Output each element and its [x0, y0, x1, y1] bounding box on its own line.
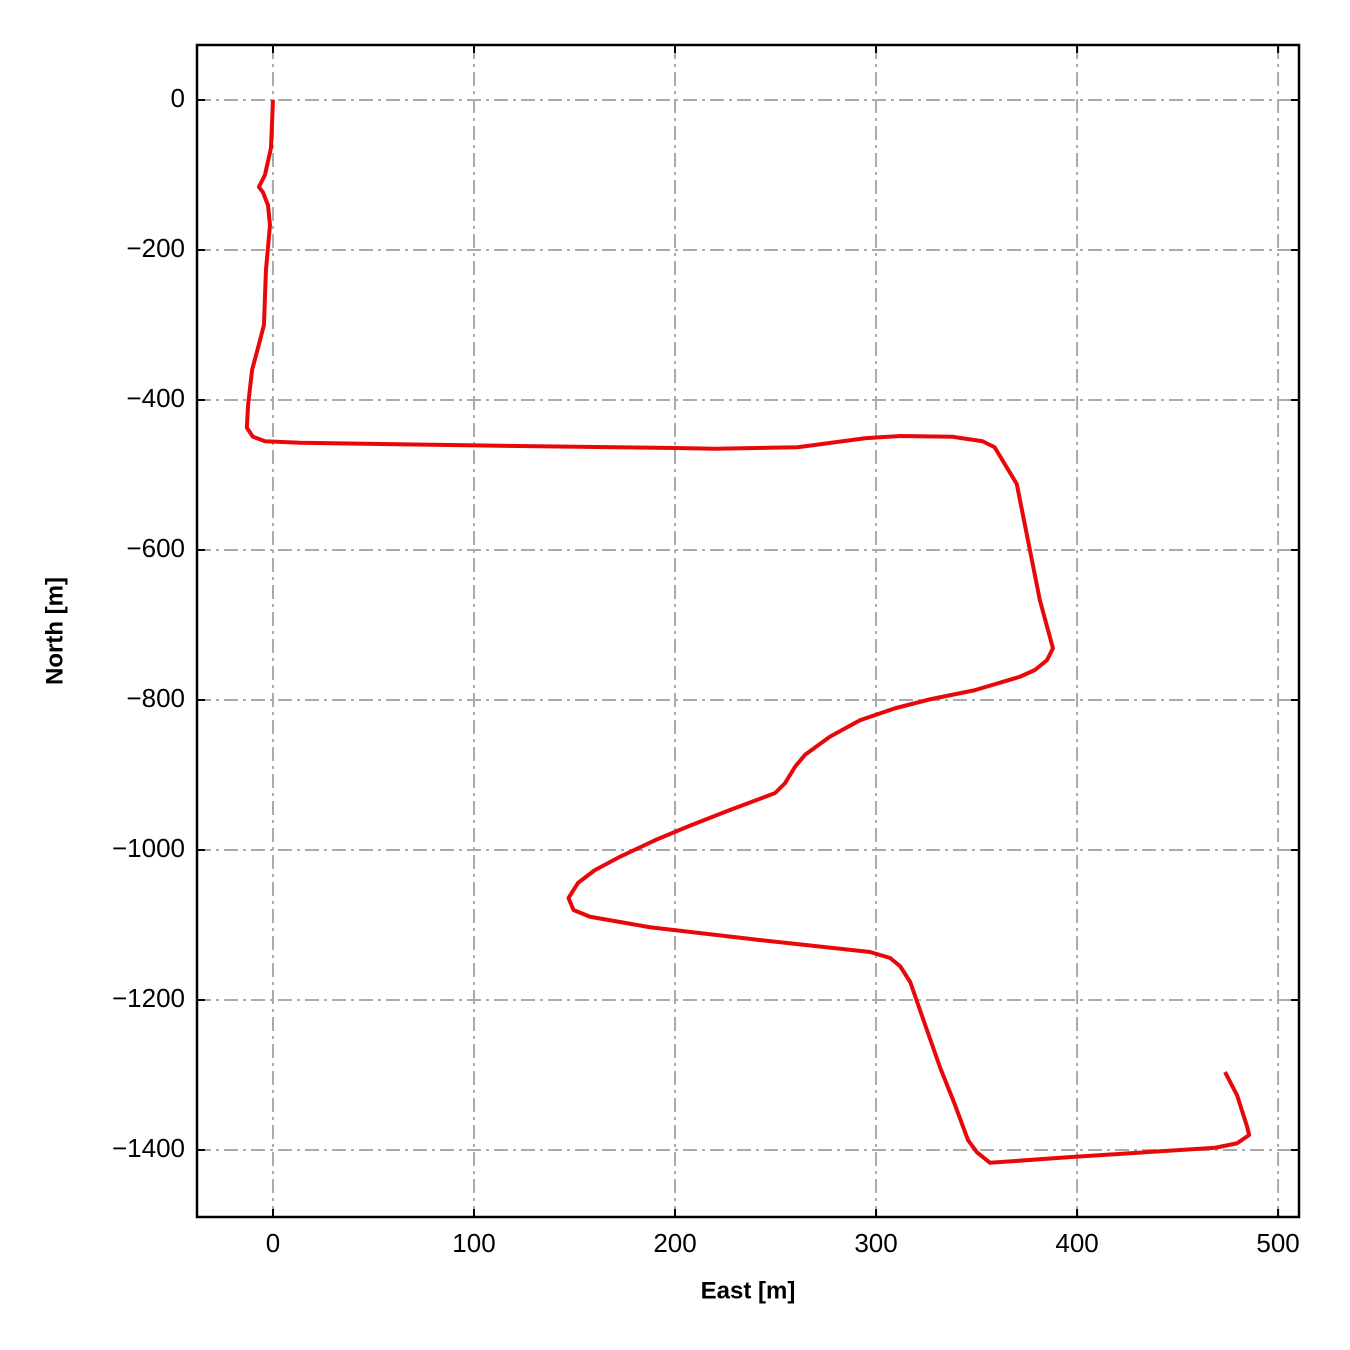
y-tick-label: −800 — [126, 683, 185, 713]
x-tick-label: 0 — [266, 1228, 280, 1258]
plot-frame — [195, 43, 1301, 1219]
x-tick-label: 200 — [653, 1228, 696, 1258]
y-axis-label: North [m] — [41, 577, 68, 685]
y-tick-label: −1200 — [112, 983, 185, 1013]
y-tick-label: 0 — [171, 83, 185, 113]
x-tick-label: 500 — [1256, 1228, 1299, 1258]
trajectory-line — [244, 99, 1252, 1165]
x-tick-label: 300 — [854, 1228, 897, 1258]
y-tick-label: −400 — [126, 383, 185, 413]
y-tick-label: −200 — [126, 233, 185, 263]
x-axis-label: East [m] — [701, 1277, 796, 1304]
x-tick-label: 100 — [452, 1228, 495, 1258]
y-tick-label: −1400 — [112, 1133, 185, 1163]
x-tick-label: 400 — [1055, 1228, 1098, 1258]
y-tick-label: −600 — [126, 533, 185, 563]
y-tick-label: −1000 — [112, 833, 185, 863]
